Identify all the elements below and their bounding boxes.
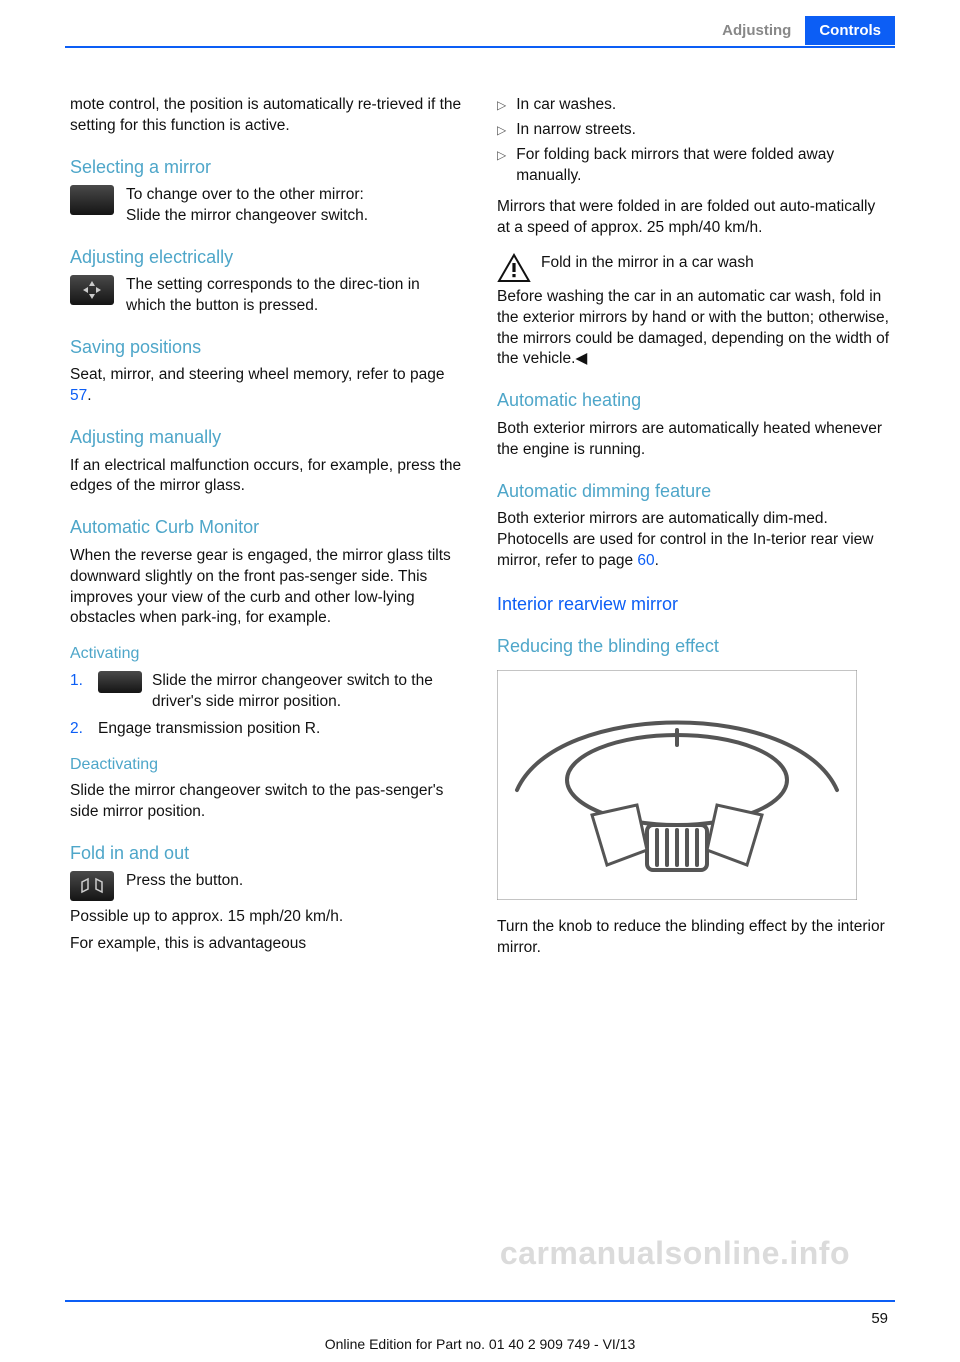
triangle-bullet-icon: ▷ <box>497 95 506 116</box>
list-item: 1. Slide the mirror changeover switch to… <box>70 671 463 713</box>
bullet-3: For folding back mirrors that were folde… <box>516 145 890 187</box>
curb-monitor-text: When the reverse gear is engaged, the mi… <box>70 546 463 630</box>
triangle-bullet-icon: ▷ <box>497 120 506 141</box>
page-number: 59 <box>871 1310 888 1327</box>
list-item: ▷For folding back mirrors that were fold… <box>497 145 890 187</box>
saving-pos-post: . <box>87 387 91 404</box>
fold-button-icon <box>70 871 114 901</box>
tab-adjusting: Adjusting <box>708 16 805 45</box>
auto-heating-text: Both exterior mirrors are automatically … <box>497 419 890 461</box>
heading-interior-mirror: Interior rearview mirror <box>497 592 890 616</box>
footer-edition: Online Edition for Part no. 01 40 2 909 … <box>0 1336 960 1352</box>
warning-text-wrap: Fold in the mirror in a car wash <box>541 253 754 274</box>
list-item: ▷ In car washes. <box>497 95 890 116</box>
warning-block: Fold in the mirror in a car wash <box>497 253 890 283</box>
intro-paragraph: mote control, the position is automatica… <box>70 95 463 137</box>
header-rule <box>65 46 895 48</box>
auto-dim-post: . <box>655 552 659 569</box>
selecting-mirror-text: To change over to the other mirror: Slid… <box>126 185 463 227</box>
reducing-blinding-text: Turn the knob to reduce the blinding eff… <box>497 917 890 959</box>
warning-body: Before washing the car in an automatic c… <box>497 287 890 371</box>
heading-adjusting-electrically: Adjusting electrically <box>70 245 463 269</box>
selecting-mirror-line2: Slide the mirror changeover switch. <box>126 206 463 227</box>
auto-dimming-text: Both exterior mirrors are automatically … <box>497 509 890 572</box>
mirror-switch-small-icon <box>98 671 142 693</box>
deactivating-text: Slide the mirror changeover switch to th… <box>70 781 463 823</box>
fold-block: Press the button. <box>70 871 463 901</box>
bullet-2: In narrow streets. <box>516 120 636 141</box>
heading-selecting-mirror: Selecting a mirror <box>70 155 463 179</box>
header-tabs: Adjusting Controls <box>708 16 895 45</box>
adjusting-elec-text: The setting corresponds to the direc‐tio… <box>126 275 463 317</box>
list-number-2: 2. <box>70 719 88 740</box>
heading-auto-dimming: Automatic dimming feature <box>497 479 890 503</box>
fold-speed-text: Possible up to approx. 15 mph/20 km/h. <box>70 907 463 928</box>
page-content: mote control, the position is automatica… <box>70 95 890 1262</box>
tab-controls: Controls <box>805 16 895 45</box>
heading-adjusting-manually: Adjusting manually <box>70 425 463 449</box>
page-link-57[interactable]: 57 <box>70 387 87 404</box>
warning-title: Fold in the mirror in a car wash <box>541 253 754 274</box>
selecting-mirror-block: To change over to the other mirror: Slid… <box>70 185 463 227</box>
page-header: Adjusting Controls <box>0 0 960 48</box>
fold-advantage-text: For example, this is advantageous <box>70 934 463 955</box>
activating-step1-text: Slide the mirror changeover switch to th… <box>152 671 463 713</box>
fold-line1: Press the button. <box>126 871 463 892</box>
heading-activating: Activating <box>70 643 463 665</box>
selecting-mirror-line1: To change over to the other mirror: <box>126 185 463 206</box>
adjusting-manually-text: If an electrical malfunction occurs, for… <box>70 456 463 498</box>
mirror-switch-icon <box>70 185 114 215</box>
heading-curb-monitor: Automatic Curb Monitor <box>70 515 463 539</box>
list-number-1: 1. <box>70 671 88 692</box>
heading-fold: Fold in and out <box>70 841 463 865</box>
heading-reducing-blinding: Reducing the blinding effect <box>497 634 890 658</box>
bullet-1: In car washes. <box>516 95 616 116</box>
activating-list: 1. Slide the mirror changeover switch to… <box>70 671 463 740</box>
page-link-60[interactable]: 60 <box>637 552 654 569</box>
activating-step2-text: Engage transmission position R. <box>98 719 320 740</box>
rearview-mirror-illustration <box>497 670 857 900</box>
heading-auto-heating: Automatic heating <box>497 388 890 412</box>
directional-pad-icon <box>70 275 114 305</box>
mirrors-fold-out-text: Mirrors that were folded in are folded o… <box>497 197 890 239</box>
saving-pos-pre: Seat, mirror, and steering wheel memory,… <box>70 366 444 383</box>
saving-positions-text: Seat, mirror, and steering wheel memory,… <box>70 365 463 407</box>
list-item: ▷ In narrow streets. <box>497 120 890 141</box>
warning-triangle-icon <box>497 253 531 283</box>
list-item: 2. Engage transmission position R. <box>70 719 463 740</box>
heading-saving-positions: Saving positions <box>70 335 463 359</box>
heading-deactivating: Deactivating <box>70 754 463 776</box>
advantages-list: ▷In car washes. ▷In narrow streets. ▷For… <box>497 95 890 187</box>
adjusting-elec-block: The setting corresponds to the direc‐tio… <box>70 275 463 317</box>
triangle-bullet-icon: ▷ <box>497 145 506 187</box>
auto-dim-pre: Both exterior mirrors are automatically … <box>497 510 873 569</box>
footer-rule <box>65 1300 895 1302</box>
